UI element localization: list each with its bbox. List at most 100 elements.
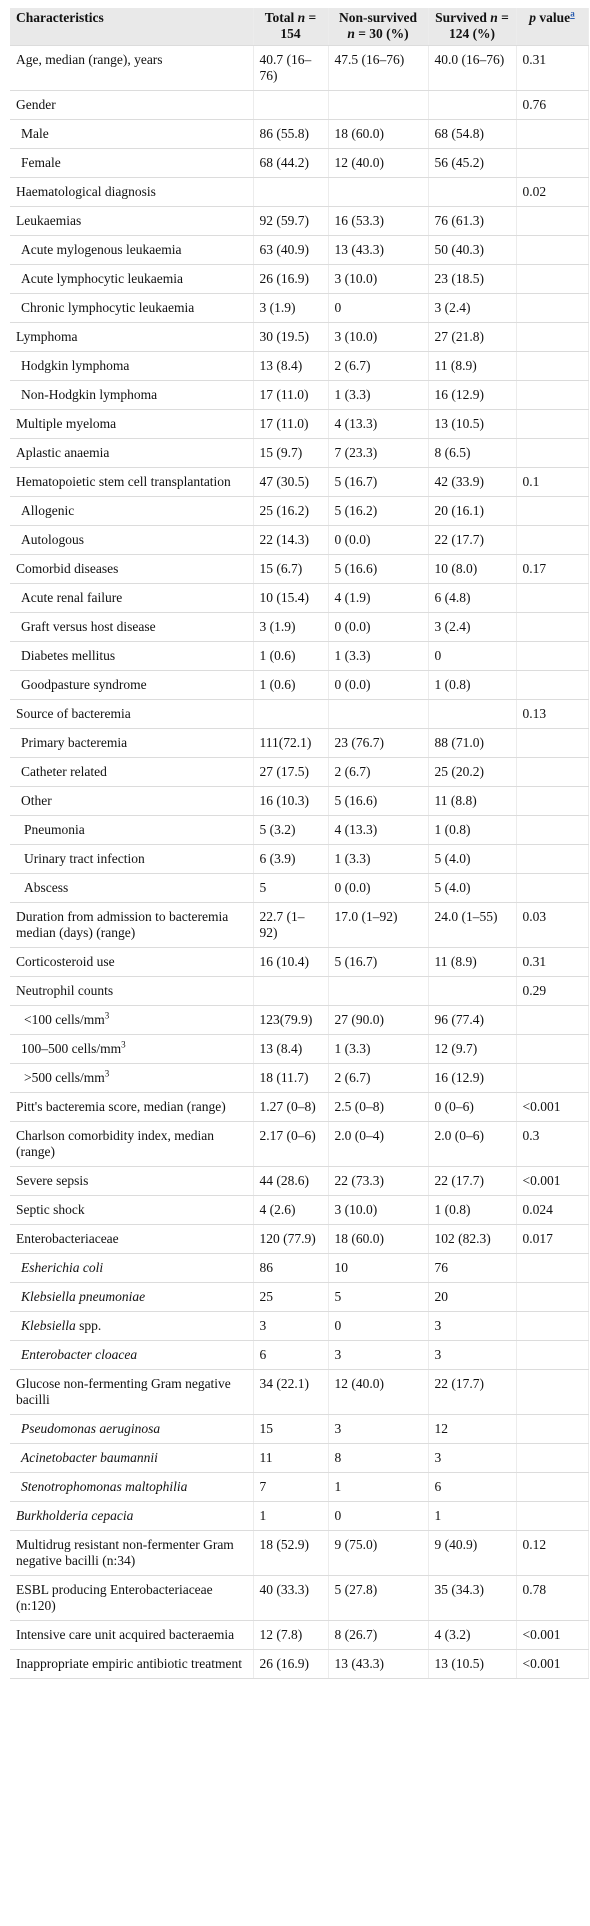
- table-row: Enterobacteriaceae 120 (77.9) 18 (60.0) 102…: [10, 1224, 589, 1254]
- table-cell: <0.001: [516, 1166, 589, 1196]
- row-label: Age, median (range), years: [10, 45, 254, 91]
- table-row: Leukaemias 92 (59.7) 16 (53.3) 76 (61.3): [10, 206, 589, 236]
- column-header: Total n = 154: [253, 8, 329, 46]
- row-label: Enterobacteriaceae: [10, 1224, 254, 1254]
- row-label: Enterobacter cloacea: [10, 1340, 254, 1370]
- table-cell: [516, 1282, 589, 1312]
- row-label: Catheter related: [10, 757, 254, 787]
- table-cell: 15 (6.7): [253, 554, 329, 584]
- table-row: Male 86 (55.8) 18 (60.0) 68 (54.8): [10, 119, 589, 149]
- row-label: Acute lymphocytic leukaemia: [10, 264, 254, 294]
- table-row: Burkholderia cepacia 1 0 1: [10, 1501, 589, 1531]
- row-label: Non-Hodgkin lymphoma: [10, 380, 254, 410]
- table-cell: 0 (0.0): [328, 612, 429, 642]
- table-row: Age, median (range), years 40.7 (16–76) 47…: [10, 45, 589, 91]
- table-cell: [516, 1443, 589, 1473]
- table-cell: [516, 206, 589, 236]
- table-cell: 3 (1.9): [253, 612, 329, 642]
- column-header: p valuea: [516, 8, 589, 46]
- table-row: Pneumonia 5 (3.2) 4 (13.3) 1 (0.8): [10, 815, 589, 845]
- table-row: Abscess 5 0 (0.0) 5 (4.0): [10, 873, 589, 903]
- row-label: Gender: [10, 90, 254, 120]
- italic-text: n: [490, 10, 498, 25]
- table-row: Non-Hodgkin lymphoma 17 (11.0) 1 (3.3) 16 (…: [10, 380, 589, 410]
- table-cell: [516, 525, 589, 555]
- table-cell: 17.0 (1–92): [328, 902, 429, 948]
- row-label: Goodpasture syndrome: [10, 670, 254, 700]
- row-label: Corticosteroid use: [10, 947, 254, 977]
- table-cell: 1 (0.8): [428, 1195, 517, 1225]
- table-cell: 88 (71.0): [428, 728, 517, 758]
- table-cell: 76: [428, 1253, 517, 1283]
- row-label: Diabetes mellitus: [10, 641, 254, 671]
- table-cell: [328, 90, 429, 120]
- table-row: Corticosteroid use 16 (10.4) 5 (16.7) 11 (8…: [10, 947, 589, 977]
- table-row: Neutrophil counts 0.29: [10, 976, 589, 1006]
- row-label: Multidrug resistant non-fermenter Gram n…: [10, 1530, 254, 1576]
- table-cell: [516, 815, 589, 845]
- table-cell: [516, 728, 589, 758]
- table-cell: 1: [428, 1501, 517, 1531]
- table-cell: 7 (23.3): [328, 438, 429, 468]
- row-label: Acinetobacter baumannii: [10, 1443, 254, 1473]
- table-row: Comorbid diseases 15 (6.7) 5 (16.6) 10 (8.0…: [10, 554, 589, 584]
- table-cell: [328, 976, 429, 1006]
- table-cell: [516, 612, 589, 642]
- table-cell: 0.12: [516, 1530, 589, 1576]
- row-label: Lymphoma: [10, 322, 254, 352]
- table-cell: 16 (12.9): [428, 1063, 517, 1093]
- table-row: Klebsiella spp. 3 0 3: [10, 1311, 589, 1341]
- table-cell: 2.5 (0–8): [328, 1092, 429, 1122]
- text: = 154: [280, 10, 317, 41]
- table-cell: 18 (52.9): [253, 1530, 329, 1576]
- table-cell: 9 (40.9): [428, 1530, 517, 1576]
- row-label: Glucose non-fermenting Gram negative bac…: [10, 1369, 254, 1415]
- table-cell: 13 (10.5): [428, 1649, 517, 1679]
- table-cell: [516, 1063, 589, 1093]
- row-label: Other: [10, 786, 254, 816]
- row-label: Acute mylogenous leukaemia: [10, 235, 254, 265]
- table-cell: 6 (4.8): [428, 583, 517, 613]
- table-cell: [516, 322, 589, 352]
- table-row: Esherichia coli 86 10 76: [10, 1253, 589, 1283]
- table-row: Haematological diagnosis 0.02: [10, 177, 589, 207]
- table-cell: 120 (77.9): [253, 1224, 329, 1254]
- table-cell: 3: [428, 1443, 517, 1473]
- table-cell: 12 (40.0): [328, 148, 429, 178]
- table-cell: 13 (10.5): [428, 409, 517, 439]
- row-label: Hematopoietic stem cell transplantation: [10, 467, 254, 497]
- table-row: ESBL producing Enterobacteriaceae (n:120…: [10, 1575, 589, 1621]
- table-cell: 1.27 (0–8): [253, 1092, 329, 1122]
- italic-text: n: [347, 26, 355, 41]
- table-cell: 3 (10.0): [328, 1195, 429, 1225]
- italic-text: p: [529, 10, 537, 25]
- table-cell: 5 (16.7): [328, 947, 429, 977]
- table-cell: [253, 90, 329, 120]
- table-cell: [516, 844, 589, 874]
- row-label: Haematological diagnosis: [10, 177, 254, 207]
- table-row: Enterobacter cloacea 6 3 3: [10, 1340, 589, 1370]
- table-row: Pseudomonas aeruginosa 15 3 12: [10, 1414, 589, 1444]
- superscript[interactable]: a: [570, 8, 575, 19]
- table-cell: 27 (90.0): [328, 1005, 429, 1035]
- table-cell: 8 (26.7): [328, 1620, 429, 1650]
- table-cell: [428, 177, 517, 207]
- table-cell: <0.001: [516, 1620, 589, 1650]
- table-row: Acinetobacter baumannii 11 8 3: [10, 1443, 589, 1473]
- column-header: Non-survived n = 30 (%): [328, 8, 429, 46]
- table-cell: 1 (0.6): [253, 641, 329, 671]
- table-cell: 5 (16.6): [328, 786, 429, 816]
- table-row: Autologous 22 (14.3) 0 (0.0) 22 (17.7): [10, 525, 589, 555]
- table-cell: [253, 177, 329, 207]
- table-cell: 5: [253, 873, 329, 903]
- table-cell: 40.7 (16–76): [253, 45, 329, 91]
- table-cell: [516, 1034, 589, 1064]
- table-cell: 4 (2.6): [253, 1195, 329, 1225]
- row-label: Pitt's bacteremia score, median (range): [10, 1092, 254, 1122]
- row-label: Neutrophil counts: [10, 976, 254, 1006]
- table-cell: 22 (73.3): [328, 1166, 429, 1196]
- table-row: Goodpasture syndrome 1 (0.6) 0 (0.0) 1 (0.8…: [10, 670, 589, 700]
- table-cell: [516, 1311, 589, 1341]
- table-cell: 86: [253, 1253, 329, 1283]
- table-cell: 3 (10.0): [328, 264, 429, 294]
